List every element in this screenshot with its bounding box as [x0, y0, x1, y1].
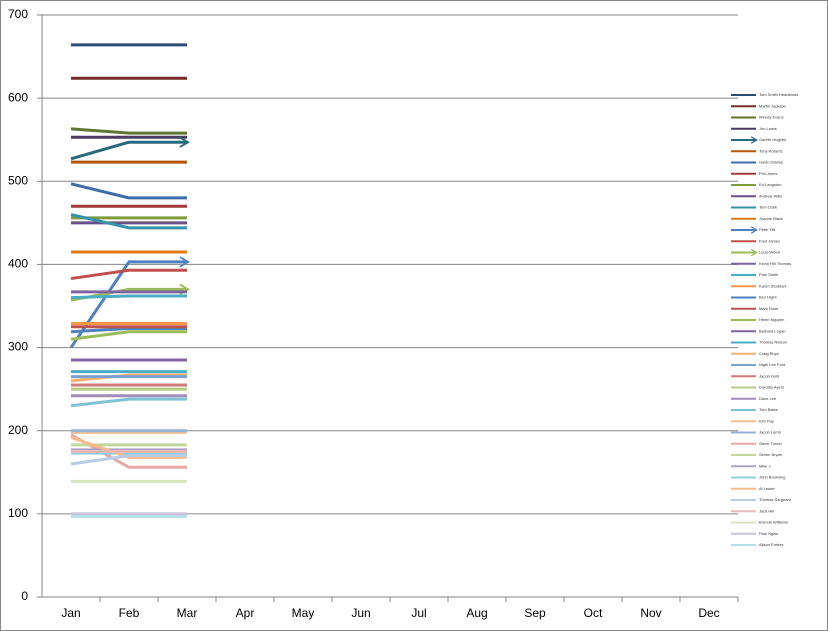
legend-label: Andrew Wills	[759, 193, 782, 198]
x-tick-label: Dec	[698, 606, 719, 620]
legend-label: Jacob Gold	[759, 373, 779, 378]
y-tick-label: 0	[21, 589, 28, 603]
legend-label: Thomas Nelson	[759, 340, 787, 345]
legend-label: Nigel Lee Ford	[759, 362, 785, 367]
legend-label: Ed Langston	[759, 182, 781, 187]
legend-label: Dave Lee	[759, 396, 777, 401]
y-tick-label: 400	[8, 257, 28, 271]
legend-label: Jack Hill	[759, 508, 774, 513]
y-tick-label: 600	[8, 90, 28, 104]
legend-label: Jacob Lamb	[759, 430, 782, 435]
series-line	[70, 294, 187, 300]
legend-label: Ben Hight	[759, 295, 777, 300]
x-tick-label: Feb	[119, 606, 140, 620]
legend-label: Tom Bates	[759, 407, 778, 412]
series-line	[70, 213, 187, 230]
legend-label: Fred James	[759, 238, 780, 243]
legend-label: Paul Ngwe	[759, 531, 779, 536]
legend-label: Peter Hill	[759, 227, 775, 232]
legend-label: Jon Lewis	[759, 126, 777, 131]
legend-label: Wendy Evans	[759, 115, 784, 120]
legend-label: Phil Jones	[759, 171, 777, 176]
legend-label: Simon Bryan	[759, 452, 782, 457]
y-tick-label: 100	[8, 506, 28, 520]
legend-label: Martin Jackson	[759, 103, 786, 108]
legend-label: Joanne Black	[759, 216, 783, 221]
legend-label: John Browning	[759, 475, 785, 480]
series-line	[70, 397, 187, 408]
legend-label: Steve Turner	[759, 441, 783, 446]
legend-label: Barbara Logan	[759, 328, 785, 333]
legend-label: Gavin Davies	[759, 160, 783, 165]
series-line	[70, 373, 187, 383]
y-tick-label: 200	[8, 423, 28, 437]
legend-label: Karen Stoddart	[759, 283, 787, 288]
x-tick-label: Jun	[351, 606, 370, 620]
series-line	[70, 330, 187, 341]
legend-label: Paul Smith	[759, 272, 778, 277]
legend-label: Tom Clark	[759, 205, 777, 210]
x-tick-label: Oct	[584, 606, 603, 620]
legend-label: Dorothy Ayers	[759, 385, 784, 390]
legend-label: Thomas Sargeant	[759, 497, 792, 502]
y-tick-label: 700	[8, 7, 28, 21]
x-tick-label: Aug	[466, 606, 487, 620]
series-line	[70, 435, 187, 459]
series-line	[70, 454, 187, 466]
x-tick-label: Apr	[236, 606, 255, 620]
series-line	[70, 182, 187, 200]
x-tick-label: Jul	[411, 606, 426, 620]
legend-label: Lucie Wood	[759, 250, 780, 255]
y-tick-label: 500	[8, 173, 28, 187]
legend-label: Tony Roberts	[759, 148, 783, 153]
series-line	[70, 127, 187, 135]
legend-label: Kim Pay	[759, 418, 774, 423]
legend-label: Helen Nguyen	[759, 317, 784, 322]
legend-label: Mark Rose	[759, 306, 779, 311]
y-tick-label: 300	[8, 340, 28, 354]
legend-label: Kevin Hill Thomas	[759, 261, 791, 266]
legend-label: Alison Forbes	[759, 542, 783, 547]
series-line	[70, 136, 191, 161]
legend-label: Mike J	[759, 463, 771, 468]
legend-label: Brenda Williams	[759, 520, 788, 525]
legend-label: Al Lester	[759, 486, 775, 491]
x-tick-label: Sep	[524, 606, 546, 620]
legend-label: Gareth Hughes	[759, 137, 786, 142]
legend-label: Tom Smith Headshots	[759, 92, 798, 97]
x-tick-label: Nov	[640, 606, 661, 620]
legend-label: Craig Rhys	[759, 351, 779, 356]
x-tick-label: Jan	[61, 606, 80, 620]
series-line	[70, 326, 187, 334]
series-line	[69, 256, 191, 349]
series-line	[70, 268, 187, 281]
x-tick-label: May	[292, 606, 315, 620]
x-tick-label: Mar	[177, 606, 198, 620]
